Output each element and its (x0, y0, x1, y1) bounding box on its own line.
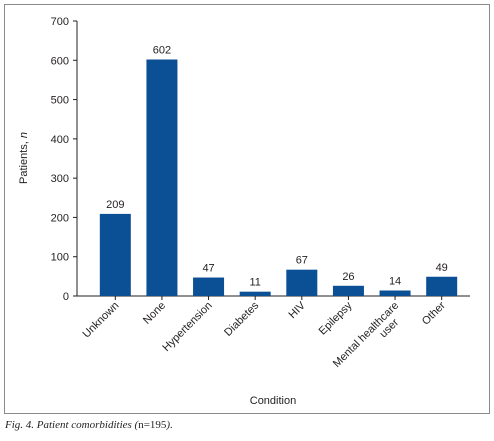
y-tick-label: 700 (51, 16, 69, 28)
x-axis-title: Condition (250, 395, 296, 407)
bar-7 (426, 276, 458, 296)
bar-3 (239, 291, 271, 296)
x-tick-label: Diabetes (222, 299, 262, 339)
x-tick-label: Other (420, 299, 448, 327)
x-tick-label: HIV (286, 299, 308, 321)
x-tick-label-line: Other (420, 299, 448, 327)
caption-n: n=195 (138, 419, 167, 431)
data-label: 67 (296, 255, 308, 267)
figure-caption: Fig. 4. Patient comorbidities (n=195). (5, 419, 173, 431)
x-tick-label-line: Epilepsy (317, 299, 355, 337)
data-label: 49 (436, 262, 448, 274)
y-tick-label: 500 (51, 95, 69, 107)
y-axis-title-italic: n (18, 132, 30, 138)
x-tick-label: Epilepsy (317, 299, 355, 337)
data-label: 14 (389, 276, 401, 288)
data-label: 47 (202, 263, 214, 275)
x-tick-label-line: Unknown (81, 300, 122, 341)
bar-4 (286, 269, 318, 296)
data-label: 26 (342, 271, 354, 283)
x-tick-label: Unknown (81, 300, 122, 341)
bar-5 (332, 285, 364, 296)
y-tick-label: 300 (51, 173, 69, 185)
x-tick-label-line: None (141, 300, 168, 327)
bar-6 (379, 290, 411, 296)
data-label: 209 (106, 199, 124, 211)
y-tick-label: 400 (51, 134, 69, 146)
x-tick-label-line: HIV (286, 299, 308, 321)
y-tick-label: 0 (63, 291, 69, 303)
data-label: 602 (153, 45, 171, 57)
caption-tail: ). (166, 419, 173, 431)
y-axis-title-text: Patients, (18, 138, 30, 184)
x-tick-label: None (141, 300, 168, 327)
x-tick-label: Hypertension (160, 300, 214, 354)
caption-text: Fig. 4. Patient comorbidities ( (5, 419, 139, 431)
y-axis-title: Patients, n (18, 132, 30, 184)
data-label: 11 (249, 277, 260, 289)
y-tick-label: 600 (51, 55, 69, 67)
x-tick-label-line: Diabetes (222, 299, 262, 339)
x-tick-label-line: Hypertension (160, 300, 214, 354)
bar-1 (146, 59, 178, 296)
bar-2 (193, 277, 225, 296)
chart-frame (4, 4, 490, 414)
y-tick-label: 100 (51, 252, 69, 264)
y-tick-label: 200 (51, 212, 69, 224)
bar-0 (99, 213, 131, 296)
